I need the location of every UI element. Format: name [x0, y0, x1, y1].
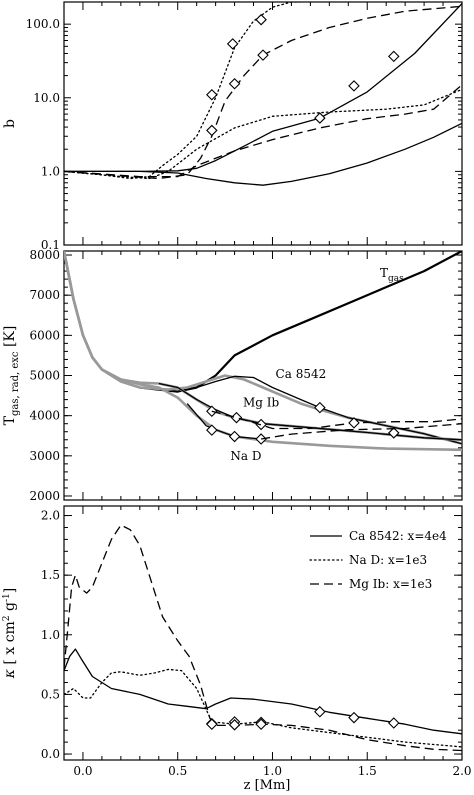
diamond-marker — [230, 411, 243, 424]
y-tick-label: 3000 — [29, 449, 60, 463]
diamond-marker — [206, 718, 218, 731]
y-tick-label: 1.0 — [41, 164, 60, 178]
y-tick-label: 4000 — [29, 409, 60, 423]
series-line-1 — [64, 3, 462, 173]
y-tick-label: 5000 — [29, 369, 60, 383]
panel-1: 0.1 1.0 10.0 100.0 b — [2, 1, 463, 252]
x-tick-label: 1.0 — [263, 764, 282, 778]
diamond-marker — [348, 711, 360, 724]
x-tick-label: 2.0 — [452, 764, 471, 778]
y-tick-label: 100.0 — [26, 17, 60, 31]
diamond-marker — [387, 717, 400, 729]
y-tick-label: 0.0 — [41, 747, 60, 761]
panel-2: 2000 3000 4000 5000 6000 7000 8000 Tgas, rad, e… — [2, 248, 463, 503]
legend: Ca 8542: x=4e4 Na D: x=1e3 Mg Ib: x=1e3 — [309, 529, 447, 591]
diamond-marker — [228, 77, 241, 90]
series-group — [64, 524, 462, 752]
diamond-marker — [348, 417, 360, 429]
y-axis-label: κ [ x cm2 g-1] — [2, 588, 18, 679]
diamond-marker — [314, 112, 326, 124]
series-line-2 — [64, 668, 462, 748]
curve-annotation: Na D — [230, 449, 261, 463]
y-tick-label: 1.5 — [41, 568, 60, 582]
legend-label: Ca 8542: x=4e4 — [349, 529, 447, 543]
series-line-3 — [64, 2, 361, 180]
y-tick-label: 2000 — [29, 489, 60, 503]
diamond-marker — [206, 88, 218, 101]
diamond-marker — [314, 705, 326, 718]
y-tick-label: 7000 — [29, 288, 60, 302]
x-tick-label: 1.5 — [358, 764, 377, 778]
y-axis-label: b — [2, 119, 18, 128]
diamond-marker — [228, 719, 241, 731]
y-axis-label: Tgas, rad, exc [K] — [2, 326, 21, 426]
x-tick-label: 0.5 — [168, 764, 187, 778]
series-line-6 — [211, 410, 462, 430]
series-group — [64, 251, 462, 452]
diamond-marker — [226, 38, 239, 50]
series-line-3 — [64, 524, 462, 752]
diamond-marker — [206, 124, 218, 137]
diamond-marker — [387, 50, 400, 63]
curve-annotation: Tgas — [380, 266, 404, 284]
plot-frame — [63, 505, 463, 761]
diamond-marker — [348, 80, 360, 92]
series-line-4 — [64, 88, 462, 180]
curve-annotation: Mg Ib — [243, 395, 280, 409]
curve-annotation: Ca 8542 — [276, 367, 327, 381]
y-tick-label: 0.5 — [41, 687, 60, 701]
series-line-3 — [177, 375, 462, 445]
diamond-marker — [387, 427, 400, 439]
y-tick-label: 8000 — [29, 248, 60, 262]
series-line-6 — [64, 84, 462, 178]
y-tick-label: 0.1 — [41, 238, 60, 252]
diamond-marker — [257, 49, 269, 61]
diamond-marker — [206, 424, 218, 436]
series-line-7 — [64, 251, 462, 452]
legend-label: Na D: x=1e3 — [349, 553, 427, 567]
panel-3: 0.0 0.5 1.0 1.5 2.0 0.0 0.5 1.0 1.5 2.0 κ [ x cm2 … — [2, 505, 472, 778]
y-tick-label: 10.0 — [33, 91, 60, 105]
y-tick-label: 2.0 — [41, 509, 60, 523]
x-tick-label: 0.0 — [73, 764, 92, 778]
diamond-marker — [314, 401, 326, 414]
y-tick-label: 1.0 — [41, 628, 60, 642]
series-line-9 — [260, 423, 462, 440]
series-line-2 — [64, 122, 462, 186]
diamond-marker — [228, 430, 241, 443]
y-tick-label: 6000 — [29, 328, 60, 342]
series-line-5 — [64, 5, 462, 180]
x-axis-label: z [Mm] — [244, 778, 291, 793]
legend-label: Mg Ib: x=1e3 — [349, 577, 432, 591]
diamond-marker — [255, 718, 267, 731]
diamond-marker — [255, 13, 267, 26]
series-group — [64, 2, 462, 186]
diamond-marker — [255, 418, 267, 431]
